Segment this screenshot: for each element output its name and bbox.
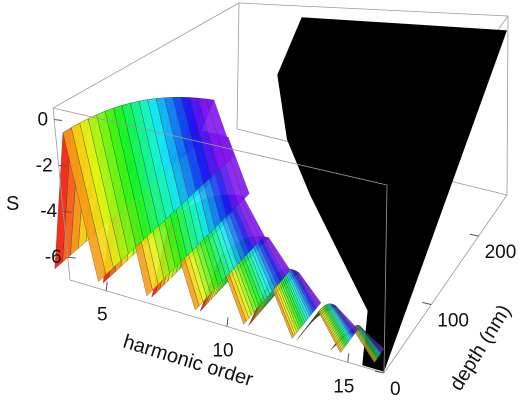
y-tick-label: 0 bbox=[390, 379, 401, 400]
y-tick bbox=[422, 302, 432, 306]
z-tick-label: -6 bbox=[45, 247, 62, 268]
ridge-facet bbox=[318, 310, 342, 353]
ridge-facet bbox=[62, 127, 107, 282]
z-axis-title: S bbox=[6, 193, 19, 215]
box-edge bbox=[238, 2, 509, 17]
y-tick-label: 200 bbox=[485, 242, 517, 263]
z-tick-label: -4 bbox=[40, 201, 57, 222]
z-tick bbox=[54, 118, 63, 121]
z-tick bbox=[67, 256, 76, 259]
x-axis-title: harmonic order bbox=[121, 331, 256, 391]
box-edge bbox=[52, 2, 240, 109]
z-tick bbox=[58, 164, 67, 167]
black-surface bbox=[277, 17, 507, 372]
x-tick-label: 15 bbox=[333, 376, 354, 397]
ridge bbox=[296, 303, 359, 353]
x-tick bbox=[226, 317, 229, 327]
black-region bbox=[277, 17, 507, 372]
surface-ridges bbox=[54, 97, 385, 363]
y-tick-label: 100 bbox=[437, 311, 469, 332]
box-edge bbox=[52, 107, 71, 281]
box-edge bbox=[383, 194, 508, 374]
z-tick-label: 0 bbox=[38, 109, 49, 130]
box-edge bbox=[383, 184, 388, 374]
x-tick bbox=[347, 353, 350, 363]
x-tick-label: 5 bbox=[97, 305, 108, 326]
z-tick-label: -2 bbox=[36, 155, 53, 176]
y-tick bbox=[374, 370, 385, 374]
axis-ticks: 0 -2 -4 -6 5 10 15 0 100 200 bbox=[36, 109, 517, 400]
y-tick bbox=[469, 233, 479, 237]
x-tick-label: 10 bbox=[212, 341, 233, 362]
z-tick bbox=[63, 210, 72, 213]
x-tick bbox=[105, 281, 108, 291]
box-edge bbox=[506, 15, 509, 196]
box-edge bbox=[52, 107, 388, 186]
box-edge bbox=[236, 2, 240, 130]
